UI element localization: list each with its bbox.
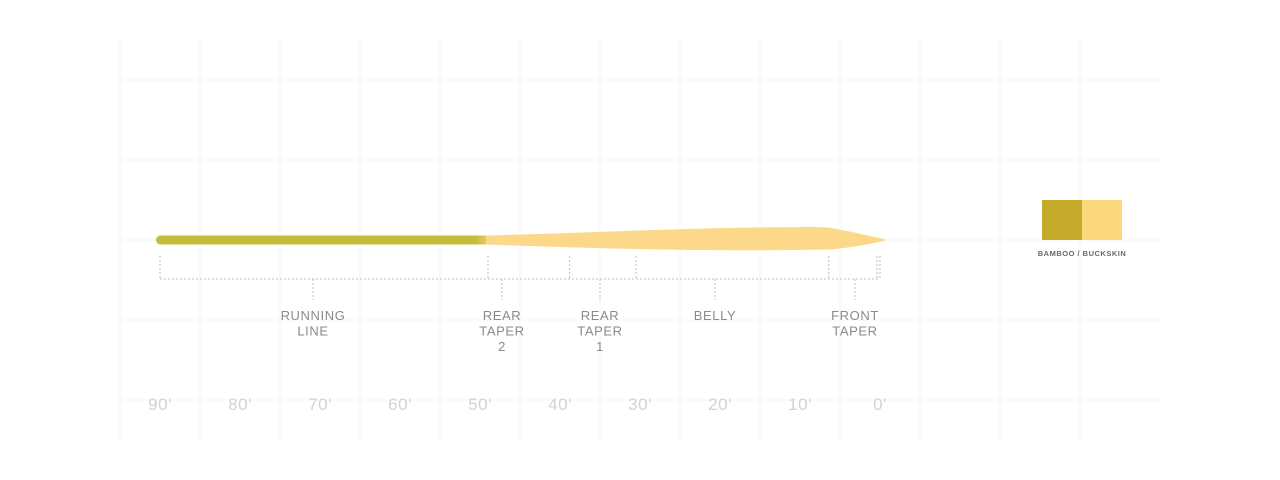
distance-label: 10' xyxy=(788,395,812,414)
segment-label-line: BELLY xyxy=(694,308,737,323)
distance-label: 40' xyxy=(548,395,572,414)
distance-label: 50' xyxy=(468,395,492,414)
head-shape xyxy=(486,227,886,251)
distance-label: 80' xyxy=(228,395,252,414)
color-swatch-bamboo xyxy=(1042,200,1082,240)
distance-axis: 90' 80' 70' 60' 50' 40' 30' 20' 10' 0' xyxy=(148,395,887,414)
segment-label-line: 2 xyxy=(498,339,506,354)
distance-label: 60' xyxy=(388,395,412,414)
fly-line-body xyxy=(156,227,886,251)
segment-label-rear-taper-2: REAR TAPER 2 xyxy=(479,308,524,354)
segment-label-running-line: RUNNING LINE xyxy=(281,308,346,339)
distance-label: 90' xyxy=(148,395,172,414)
color-swatch-buckskin xyxy=(1082,200,1122,240)
segment-label-line: 1 xyxy=(596,339,604,354)
distance-label: 0' xyxy=(873,395,887,414)
segment-label-line: TAPER xyxy=(832,324,877,339)
segment-label-line: FRONT xyxy=(831,308,879,323)
color-name-label: BAMBOO / BUCKSKIN xyxy=(1037,249,1127,258)
background-grid xyxy=(119,40,1160,440)
distance-label: 30' xyxy=(628,395,652,414)
segment-brackets xyxy=(159,256,881,280)
segment-label-line: LINE xyxy=(297,324,328,339)
segment-label-line: TAPER xyxy=(577,324,622,339)
segment-label-line: REAR xyxy=(581,308,620,323)
running-line-shape xyxy=(156,235,496,245)
segment-label-line: RUNNING xyxy=(281,308,346,323)
distance-label: 20' xyxy=(708,395,732,414)
distance-label: 70' xyxy=(308,395,332,414)
segment-label-line: TAPER xyxy=(479,324,524,339)
segment-label-belly: BELLY xyxy=(694,308,737,323)
segment-label-line: REAR xyxy=(483,308,522,323)
segment-label-front-taper: FRONT TAPER xyxy=(831,308,879,339)
segment-label-rear-taper-1: REAR TAPER 1 xyxy=(577,308,622,354)
